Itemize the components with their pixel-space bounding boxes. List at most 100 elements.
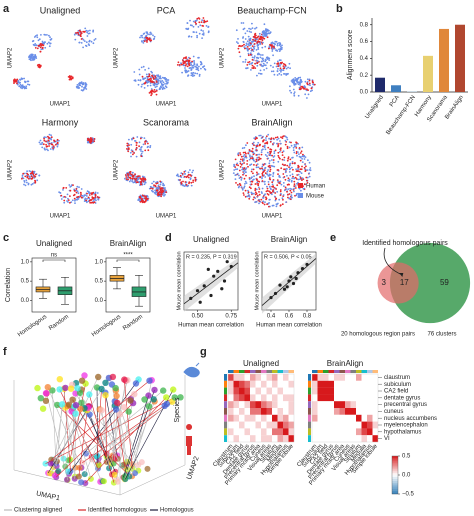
cell-point [200,63,202,66]
heatmap-cell [283,401,289,409]
legend-swatch [298,183,303,188]
cell-point [277,202,279,205]
cell-point [248,27,251,30]
cell-point [34,180,37,183]
cell-cluster [121,376,128,383]
heatmap-cell [277,374,284,381]
cell-cluster [98,385,105,393]
cell-point [268,177,271,179]
color-strip [224,428,227,436]
cell-point [47,149,49,152]
point [229,264,233,269]
cell-point [134,178,137,181]
cell-point [144,177,147,180]
heatmap-cell [334,428,340,436]
heatmap-cell [272,408,278,415]
cell-cluster [44,384,51,391]
cell-point [155,90,158,92]
cell-point [255,34,257,37]
heatmap-cell [328,374,335,381]
cell-point [154,83,157,85]
cell-point [186,185,189,188]
cell-point [284,186,287,189]
cell-point [136,136,139,138]
cell-point [184,71,187,73]
cell-point [200,21,203,23]
cell-point [46,148,48,151]
cell-point [262,164,265,166]
cell-point [38,141,41,144]
cell-point [253,178,255,181]
cell-point [160,187,163,189]
cell-point [141,40,143,43]
cell-point [190,72,193,74]
cell-point [242,159,245,162]
cell-point [88,32,91,35]
cell-point [286,147,289,150]
heatmap-cell [261,374,267,381]
cell-point [136,181,139,184]
cell-point [278,198,281,201]
colorbar-step [392,488,398,491]
color-strip [308,428,311,436]
cell-point [190,74,193,77]
cell-point [244,195,247,198]
cell-point [187,62,190,64]
cell-point [130,149,133,152]
cell-cluster [64,476,70,483]
cell-point [275,40,278,43]
cell-point [181,71,184,74]
cell-point [264,60,267,63]
cell-point [184,64,187,67]
cell-point [276,138,278,141]
color-strip [308,401,311,408]
cell-point [45,136,47,139]
cell-point [258,186,260,189]
x-axis-label: UMAP1 [35,490,60,502]
cell-point [143,176,146,179]
cell-point [239,55,242,58]
link-line [116,395,139,465]
cell-point [67,199,70,202]
cell-point [162,81,165,84]
cell-point [308,175,311,178]
cell-point [272,161,275,164]
cell-point [246,195,249,198]
cell-point [248,44,251,47]
cell-point [139,79,142,81]
cell-point [149,31,152,34]
cell-point [82,39,85,41]
cell-point [262,145,264,148]
cell-point [148,75,151,78]
cell-point [150,189,153,192]
cell-point [268,160,271,162]
cell-point [182,57,185,60]
heatmap-cell [361,387,368,395]
cell-point [33,58,36,61]
cell-point [160,181,163,183]
cell-point [146,75,148,78]
cell-point [30,183,33,186]
cell-point [27,83,29,86]
cell-point [43,41,45,44]
heatmap-cell [272,401,278,409]
colorbar-step [392,480,398,483]
colorbar-step [392,490,398,493]
cell-point [27,80,30,83]
cell-point [262,37,265,39]
cell-point [245,182,248,185]
cell-point [128,171,131,174]
cell-point [252,153,255,156]
cell-point [281,203,284,206]
link-line [85,409,116,472]
cell-point [151,74,153,77]
heatmap-cell [266,428,273,436]
cell-point [257,48,260,50]
cell-point [304,169,307,172]
cell-point [143,77,146,80]
cell-point [248,149,251,151]
heatmap-cell [367,387,373,395]
cell-point [56,138,59,141]
cell-cluster [86,391,93,398]
cell-point [282,182,285,184]
